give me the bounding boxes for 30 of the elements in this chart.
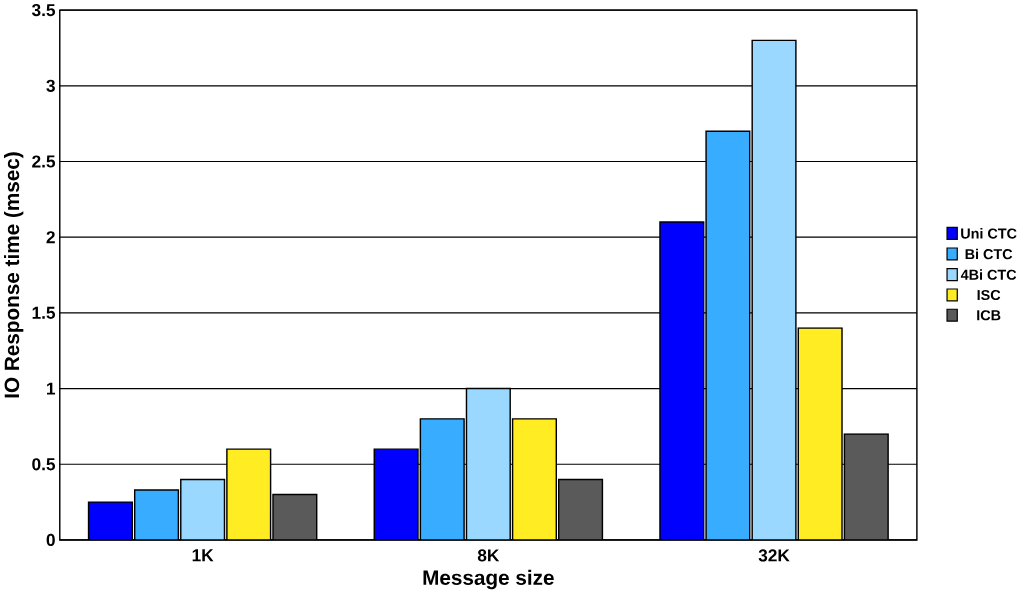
y-tick-label: 3.5 xyxy=(31,3,56,17)
x-tick-label: 32K xyxy=(758,549,790,562)
bar xyxy=(133,489,180,540)
y-tick-label: 0 xyxy=(46,533,55,546)
y-tick-label: 1 xyxy=(47,382,56,395)
y-tick-label: 0.5 xyxy=(32,458,56,471)
y-tick-label: 3 xyxy=(46,79,55,92)
legend-label: ISC xyxy=(977,289,1001,300)
y-tick-label: 2.5 xyxy=(32,155,56,168)
bar xyxy=(511,418,558,540)
bar xyxy=(180,478,226,540)
bar xyxy=(226,448,272,540)
legend-label: Bi CTC xyxy=(965,248,1013,260)
x-tick-label: 1K xyxy=(192,549,214,562)
y-tick-label: 1.5 xyxy=(32,306,56,319)
y-tick-label: 2 xyxy=(46,231,55,244)
bar xyxy=(659,221,705,540)
bar xyxy=(87,501,133,540)
bar xyxy=(419,418,465,540)
bar xyxy=(373,448,419,540)
bar xyxy=(465,387,511,540)
x-tick-label: 8K xyxy=(477,549,500,562)
legend-label: Uni CTC xyxy=(961,228,1017,239)
bar xyxy=(797,327,843,540)
bar xyxy=(751,39,797,540)
legend-label: 4Bi CTC xyxy=(960,269,1017,280)
legend-label: ICB xyxy=(977,310,1001,321)
y-axis-title: IO Response time (msec) xyxy=(4,152,24,398)
bar xyxy=(705,130,751,540)
x-axis-title: Message size xyxy=(423,569,554,590)
